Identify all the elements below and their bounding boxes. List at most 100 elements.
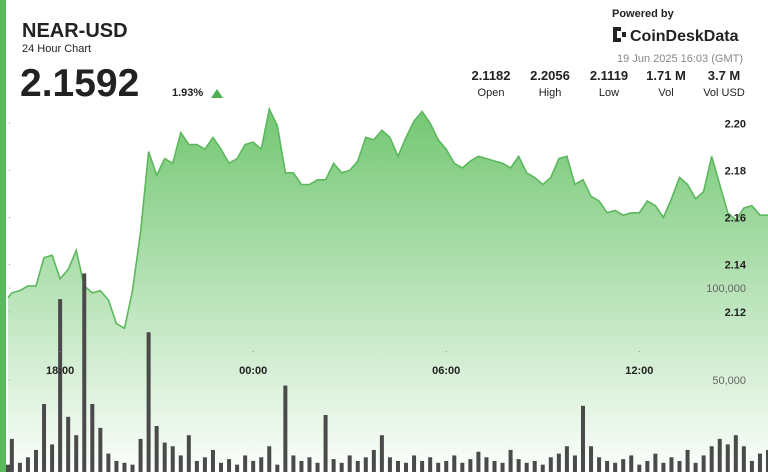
- volume-bar: [693, 462, 698, 472]
- brand: CoinDeskData: [630, 28, 739, 45]
- x-tick-label: 12:00: [625, 365, 653, 377]
- volume-bar: [540, 464, 545, 472]
- volume-bar: [178, 455, 183, 472]
- volume-bar: [6, 464, 10, 472]
- volume-bar: [331, 459, 336, 472]
- volume-bar: [291, 455, 296, 472]
- stat-label: Vol: [658, 87, 673, 99]
- volume-bar: [597, 457, 602, 472]
- y-tick-label: 2.18: [725, 165, 746, 177]
- subtitle: 24 Hour Chart: [22, 43, 91, 55]
- volume-bar: [66, 416, 71, 472]
- y-tick-label: 2.12: [725, 307, 746, 319]
- volume-bar: [548, 457, 553, 472]
- area-fill: [8, 109, 768, 472]
- stat-value: 1.71 M: [646, 68, 686, 83]
- volume-bar: [315, 462, 320, 472]
- x-tick-label: 18:00: [46, 365, 74, 377]
- y2-tick-label: 50,000: [712, 375, 746, 387]
- volume-bar: [90, 403, 95, 472]
- volume-bar: [637, 464, 642, 472]
- stats: 2.1182 Open 2.2056 High 2.1119 Low 1.71 M Vol 3.…: [471, 68, 744, 99]
- volume-bar: [460, 462, 465, 472]
- change: 1.93%: [172, 87, 203, 99]
- stat-label: Vol USD: [703, 87, 745, 99]
- volume-bar: [766, 449, 768, 472]
- volume-bar: [420, 460, 425, 472]
- up-arrow: [211, 89, 223, 98]
- volume-bar: [444, 460, 449, 472]
- volume-bar: [661, 462, 666, 472]
- volume-bar: [82, 273, 87, 472]
- stat-label: High: [539, 87, 562, 99]
- price-line: [7, 106, 768, 330]
- stat-label: Low: [599, 87, 619, 99]
- volume-bar: [428, 457, 433, 472]
- volume-bar: [259, 457, 264, 472]
- volume-bar: [452, 455, 457, 472]
- timestamp: 19 Jun 2025 16:03 (GMT): [617, 53, 743, 65]
- volume-bar: [757, 453, 762, 472]
- volume-bar: [516, 459, 521, 472]
- volume-bar: [58, 299, 63, 472]
- volume-bar: [42, 403, 47, 472]
- x-tick-label: 00:00: [239, 365, 267, 377]
- volume-bar: [580, 405, 585, 472]
- volume-bar: [741, 446, 746, 472]
- y-tick-label: 2.16: [725, 213, 746, 225]
- volume-bar: [33, 449, 38, 472]
- volume-bar: [170, 446, 175, 472]
- volume-bar: [138, 438, 143, 472]
- volume-bar: [669, 457, 674, 472]
- volume-bar: [98, 427, 103, 472]
- volume-bar: [106, 453, 111, 472]
- stat-value: 2.1182: [471, 68, 510, 83]
- stat-value: 3.7 M: [708, 68, 741, 83]
- volume-bar: [613, 462, 618, 472]
- volume-bar: [476, 451, 481, 472]
- volume-bar: [307, 457, 312, 472]
- y-tick-label: 2.20: [725, 118, 746, 130]
- volume-bar: [500, 462, 505, 472]
- volume-bar: [395, 460, 400, 472]
- volume-bar: [677, 460, 682, 472]
- volume-bar: [355, 460, 360, 472]
- volume-bar: [733, 435, 738, 472]
- volume-bar: [283, 385, 288, 472]
- volume-bar: [154, 426, 159, 472]
- volume-bar: [267, 446, 272, 472]
- volume-bar: [701, 455, 706, 472]
- volume-bar: [219, 462, 224, 472]
- volume-bar: [468, 459, 473, 472]
- volume-bar: [556, 453, 561, 472]
- volume-bar: [186, 435, 191, 472]
- volume-bar: [524, 462, 529, 472]
- volume-bar: [227, 459, 232, 472]
- volume-bar: [629, 455, 634, 472]
- title: NEAR-USD: [22, 20, 128, 42]
- volume-bar: [653, 453, 658, 472]
- volume-bar: [299, 460, 304, 472]
- y-tick-label: 2.14: [725, 260, 747, 272]
- volume-bar: [114, 460, 119, 472]
- volume-bar: [589, 446, 594, 472]
- volume-bar: [685, 449, 690, 472]
- volume-bar: [717, 438, 722, 472]
- volume-bar: [572, 455, 577, 472]
- plot: 2.12 2.14 2.16 2.18 2.20 50,000 100,000 18:00 00…: [6, 106, 768, 472]
- accent-bar: [0, 0, 6, 472]
- volume-bar: [194, 460, 199, 472]
- volume-bar: [379, 435, 384, 472]
- volume-bar: [387, 457, 392, 472]
- volume-bar: [749, 460, 754, 472]
- volume-bar: [243, 455, 248, 472]
- volume-bar: [235, 464, 240, 472]
- volume-bar: [404, 462, 409, 472]
- stat-value: 2.2056: [530, 68, 570, 83]
- price: 2.1592: [20, 62, 139, 105]
- y2-tick-label: 100,000: [706, 283, 746, 295]
- volume-bar: [130, 464, 135, 472]
- volume-bar: [363, 457, 368, 472]
- volume-bar: [146, 332, 151, 472]
- volume-bar: [210, 449, 215, 472]
